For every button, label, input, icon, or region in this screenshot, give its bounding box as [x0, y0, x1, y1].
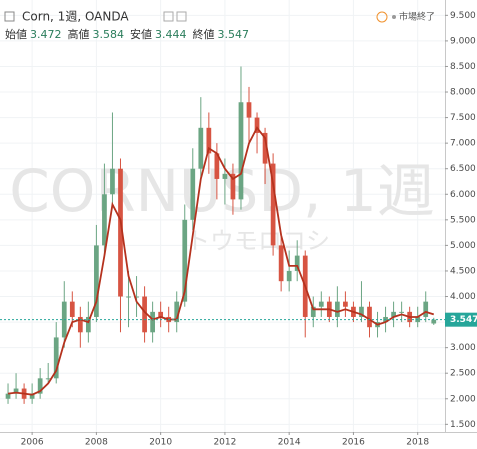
y-tick-label: 9.500 — [450, 11, 476, 21]
candle-body — [343, 301, 348, 307]
candle-body — [5, 393, 11, 399]
y-tick-label: 5.000 — [450, 241, 476, 251]
status-dot — [392, 15, 396, 19]
y-tick-label: 7.500 — [450, 113, 476, 123]
candle-body — [238, 102, 244, 200]
ohlc-header: 始値 3.472 高値 3.584 安値 3.444 終値 3.547 — [5, 27, 249, 41]
candle-body — [126, 296, 131, 298]
moving-average — [7, 126, 435, 396]
y-tick-label: 2.000 — [450, 394, 476, 404]
ohlc-value: 3.472 — [30, 28, 62, 41]
candle-body — [206, 127, 212, 154]
market-status: 市場終了 — [399, 11, 435, 23]
status-icon — [376, 11, 388, 23]
y-tick-label: 8.500 — [450, 62, 476, 72]
candle-body — [94, 245, 99, 317]
candle-body — [359, 306, 364, 317]
candle-body — [254, 117, 260, 133]
candle-body — [77, 316, 83, 333]
y-tick-label: 6.000 — [450, 190, 476, 200]
settings-icon[interactable] — [163, 11, 174, 22]
y-tick-label: 4.000 — [450, 292, 476, 302]
candle-body — [278, 245, 284, 282]
candle-body — [13, 388, 19, 394]
candle-body — [158, 311, 164, 317]
candle-body — [294, 255, 300, 271]
expand-icon[interactable] — [4, 11, 15, 22]
watermark-sub: トウモロコシ — [186, 227, 330, 255]
ohlc-value: 3.444 — [155, 28, 187, 41]
watermark-group: CORNUSD, 1週 トウモロコシ — [9, 157, 435, 255]
candle-body — [174, 301, 180, 323]
candle-body — [310, 306, 316, 317]
candle-body — [29, 393, 35, 399]
chart-title: Corn, 1週, OANDA — [22, 10, 129, 24]
candle-body — [190, 168, 196, 220]
ohlc-label: 高値 — [68, 27, 90, 41]
candle-body — [45, 378, 51, 380]
candle-body — [53, 337, 59, 379]
candle-body — [399, 311, 404, 313]
candle-body — [134, 296, 139, 298]
candle-body — [262, 132, 268, 164]
x-tick-label: 2016 — [342, 438, 365, 448]
close-icon[interactable] — [176, 11, 187, 22]
y-tick-label: 6.500 — [450, 164, 476, 174]
x-tick-label: 2008 — [85, 438, 108, 448]
candle-body — [198, 127, 204, 169]
ohlc-value: 3.547 — [218, 28, 250, 41]
x-tick-label: 2018 — [406, 438, 429, 448]
candle-body — [110, 168, 115, 195]
candle-body — [85, 316, 91, 333]
ohlc-label: 安値 — [130, 27, 152, 41]
y-tick-label: 3.000 — [450, 343, 476, 353]
candle-body — [391, 311, 396, 317]
ohlc-label: 始値 — [5, 27, 27, 41]
candle-body — [118, 168, 123, 297]
y-tick-label: 9.000 — [450, 36, 476, 46]
candle-body — [214, 153, 220, 179]
x-tick-label: 2010 — [149, 438, 172, 448]
y-tick-label: 7.000 — [450, 139, 476, 149]
candle-body — [182, 219, 188, 302]
watermark: CORNUSD, 1週 — [9, 157, 435, 225]
candle-body — [246, 102, 252, 118]
candle-body — [222, 173, 228, 179]
candle-body — [142, 296, 147, 333]
y-tick-label: 4.500 — [450, 266, 476, 276]
ohlc-value: 3.584 — [93, 28, 125, 41]
y-tick-label: 1.500 — [450, 420, 476, 430]
candle-body — [286, 270, 292, 282]
candle-body — [150, 311, 155, 333]
candle-body — [230, 173, 236, 200]
x-tick-label: 2012 — [213, 438, 236, 448]
candle-body — [431, 319, 437, 324]
candle-body — [37, 378, 43, 394]
price-tag-label: 3.547 — [450, 315, 477, 325]
candle-body — [69, 301, 75, 317]
y-tick-label: 2.500 — [450, 369, 476, 379]
price-tag — [445, 312, 477, 327]
candle-body — [102, 194, 107, 246]
candle-body — [334, 301, 340, 317]
ohlc-label: 終値 — [193, 27, 215, 41]
candle-body — [423, 301, 429, 317]
y-tick-label: 5.500 — [450, 215, 476, 225]
x-tick-label: 2006 — [21, 438, 44, 448]
y-tick-label: 8.000 — [450, 88, 476, 98]
candle-body — [367, 306, 372, 328]
candle-body — [270, 163, 276, 246]
x-tick-label: 2014 — [278, 438, 301, 448]
candle-body — [318, 301, 324, 307]
